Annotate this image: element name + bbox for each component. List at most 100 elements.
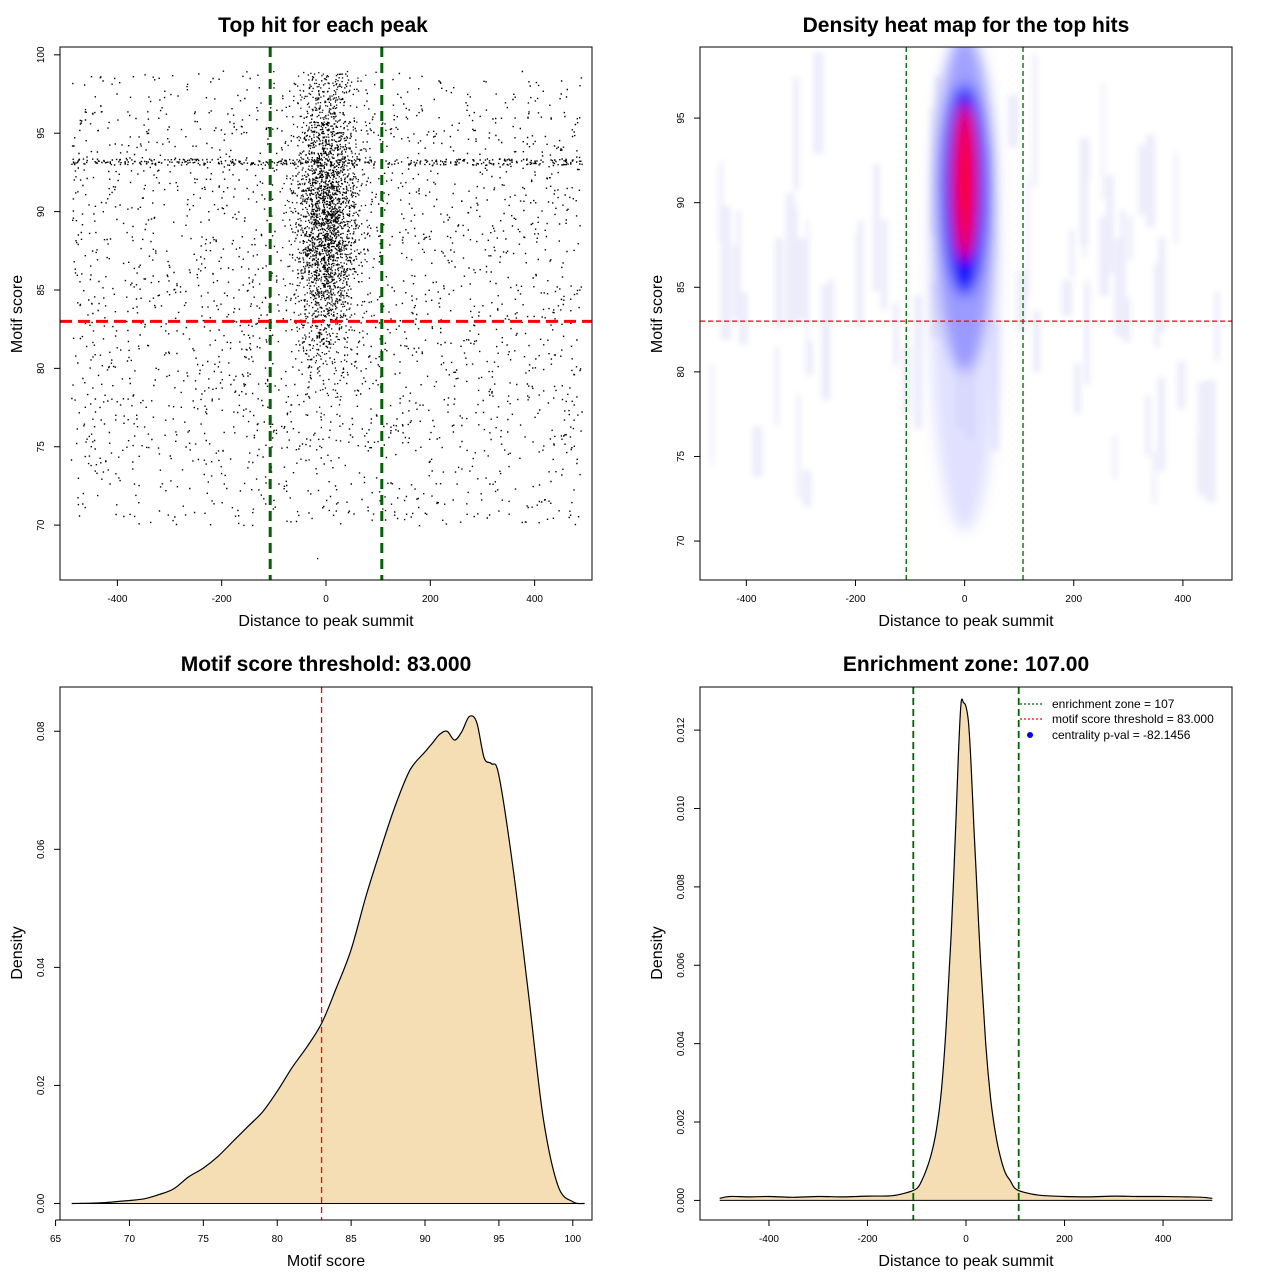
heatmap-cell — [893, 302, 899, 367]
panel-distance-density: Enrichment zone: 107.00 -400 -200 0 200 400 … — [649, 653, 1233, 1270]
x-axis-ticks: 65 70 75 80 85 90 95 100 — [50, 1219, 582, 1245]
y-axis-label: Motif score — [9, 275, 26, 353]
heatmap-cell — [857, 220, 864, 273]
heatmap-cell — [802, 470, 812, 507]
y-axis-label: Density — [649, 926, 666, 979]
heatmap-cell — [1145, 395, 1151, 457]
chart-title: Density heat map for the top hits — [803, 14, 1130, 37]
legend-label-centrality: centrality p-val = -82.1456 — [1052, 728, 1191, 742]
heatmap-cell — [1154, 262, 1160, 348]
heatmap-cell — [880, 219, 888, 311]
density-fill — [719, 699, 1213, 1201]
heatmap-cell — [855, 232, 864, 328]
reference-lines — [60, 47, 592, 580]
heatmap-cell — [1032, 54, 1038, 187]
y-tick-label: 90 — [36, 206, 47, 218]
x-axis-label: Motif score — [287, 1253, 365, 1270]
y-tick-label: 0.02 — [36, 1075, 47, 1095]
heatmap-cell — [1033, 310, 1041, 373]
heatmap-cell — [720, 206, 731, 341]
heatmap-cell — [1196, 434, 1207, 490]
reference-lines — [912, 687, 1020, 1220]
x-axis-ticks: -400 -200 0 200 400 — [107, 579, 543, 605]
heatmap-cell — [1082, 211, 1087, 258]
y-axis-ticks: 0.00 0.02 0.04 0.06 0.08 — [36, 721, 61, 1213]
heatmap-cell — [796, 238, 807, 320]
chart-title: Enrichment zone: 107.00 — [843, 653, 1089, 676]
y-tick-label: 0.004 — [676, 1031, 687, 1056]
y-tick-label: 0.06 — [36, 839, 47, 859]
x-tick-label: 85 — [346, 1234, 358, 1245]
heatmap-cell — [1174, 152, 1178, 244]
heatmap-cell — [813, 52, 824, 154]
heatmap-density — [710, 47, 1220, 532]
x-tick-label: 90 — [419, 1234, 431, 1245]
heatmap-cell — [828, 278, 835, 323]
heatmap-cell — [914, 295, 923, 430]
density-area — [719, 698, 1213, 1201]
heatmap-cell — [1069, 229, 1075, 278]
x-tick-label: 400 — [526, 594, 543, 605]
heatmap-level-peak — [952, 103, 977, 262]
x-tick-label: 200 — [1056, 1234, 1073, 1245]
y-tick-label: 0.04 — [36, 957, 47, 977]
x-tick-label: 0 — [962, 594, 968, 605]
heatmap-cell — [1114, 239, 1124, 337]
heatmap-cell — [1145, 134, 1156, 227]
y-axis-ticks: 0.000 0.002 0.004 0.006 0.008 0.010 0.012 — [676, 717, 701, 1213]
x-tick-label: -400 — [736, 594, 756, 605]
density-curve — [719, 698, 1213, 1199]
heatmap-core — [930, 47, 999, 532]
y-tick-label: 85 — [676, 281, 687, 293]
y-tick-label: 80 — [676, 366, 687, 378]
heatmap-cell — [821, 284, 831, 400]
x-tick-label: -400 — [107, 594, 127, 605]
x-tick-label: 75 — [198, 1234, 210, 1245]
y-tick-label: 90 — [676, 197, 687, 209]
heatmap-cell — [1177, 361, 1186, 409]
x-tick-label: 400 — [1155, 1234, 1172, 1245]
y-tick-label: 100 — [36, 46, 47, 63]
heatmap-cell — [1074, 363, 1081, 414]
heatmap-cell — [1112, 435, 1117, 479]
heatmap-cell — [1084, 140, 1090, 179]
heatmap-cell — [1205, 380, 1216, 502]
heatmap-cell — [752, 426, 763, 477]
y-tick-label: 70 — [36, 519, 47, 531]
heatmap-cell — [1138, 145, 1147, 215]
heatmap-cell — [774, 346, 779, 427]
heatmap-cell — [1152, 451, 1157, 504]
heatmap-cell — [930, 108, 938, 236]
y-axis-ticks: 70 75 80 85 90 95 100 — [36, 46, 61, 531]
heatmap-cell — [793, 77, 800, 191]
scatter-points — [70, 70, 583, 560]
heatmap-cell — [732, 245, 741, 318]
legend-key-centrality — [1027, 732, 1033, 738]
y-tick-label: 0.08 — [36, 721, 47, 741]
legend: enrichment zone = 107 motif score thresh… — [1020, 697, 1214, 742]
heatmap-cell — [1084, 281, 1091, 386]
y-tick-label: 0.006 — [676, 952, 687, 977]
reference-lines — [700, 47, 1232, 580]
x-tick-label: 100 — [564, 1234, 581, 1245]
y-tick-label: 0.00 — [36, 1193, 47, 1213]
heatmap-cell — [1119, 209, 1126, 318]
x-tick-label: 400 — [1175, 594, 1192, 605]
y-tick-label: 70 — [676, 535, 687, 547]
heatmap-cell — [1008, 94, 1019, 148]
y-tick-label: 75 — [676, 450, 687, 462]
panel-density-heatmap: Density heat map for the top hits -400 -2… — [649, 14, 1233, 630]
heatmap-cell — [1214, 291, 1220, 362]
heatmap-cell — [786, 205, 798, 323]
heatmap-cell — [1158, 237, 1166, 333]
heatmap-cell — [1157, 377, 1166, 472]
chart-title: Top hit for each peak — [218, 14, 428, 37]
y-tick-label: 0.010 — [676, 796, 687, 821]
heatmap-cell — [739, 292, 748, 345]
y-tick-label: 85 — [36, 284, 47, 296]
heatmap-cell — [872, 163, 880, 292]
heatmap-cell — [1061, 279, 1073, 317]
x-axis-label: Distance to peak summit — [238, 613, 414, 630]
x-axis-ticks: -400 -200 0 200 400 — [759, 1219, 1172, 1245]
